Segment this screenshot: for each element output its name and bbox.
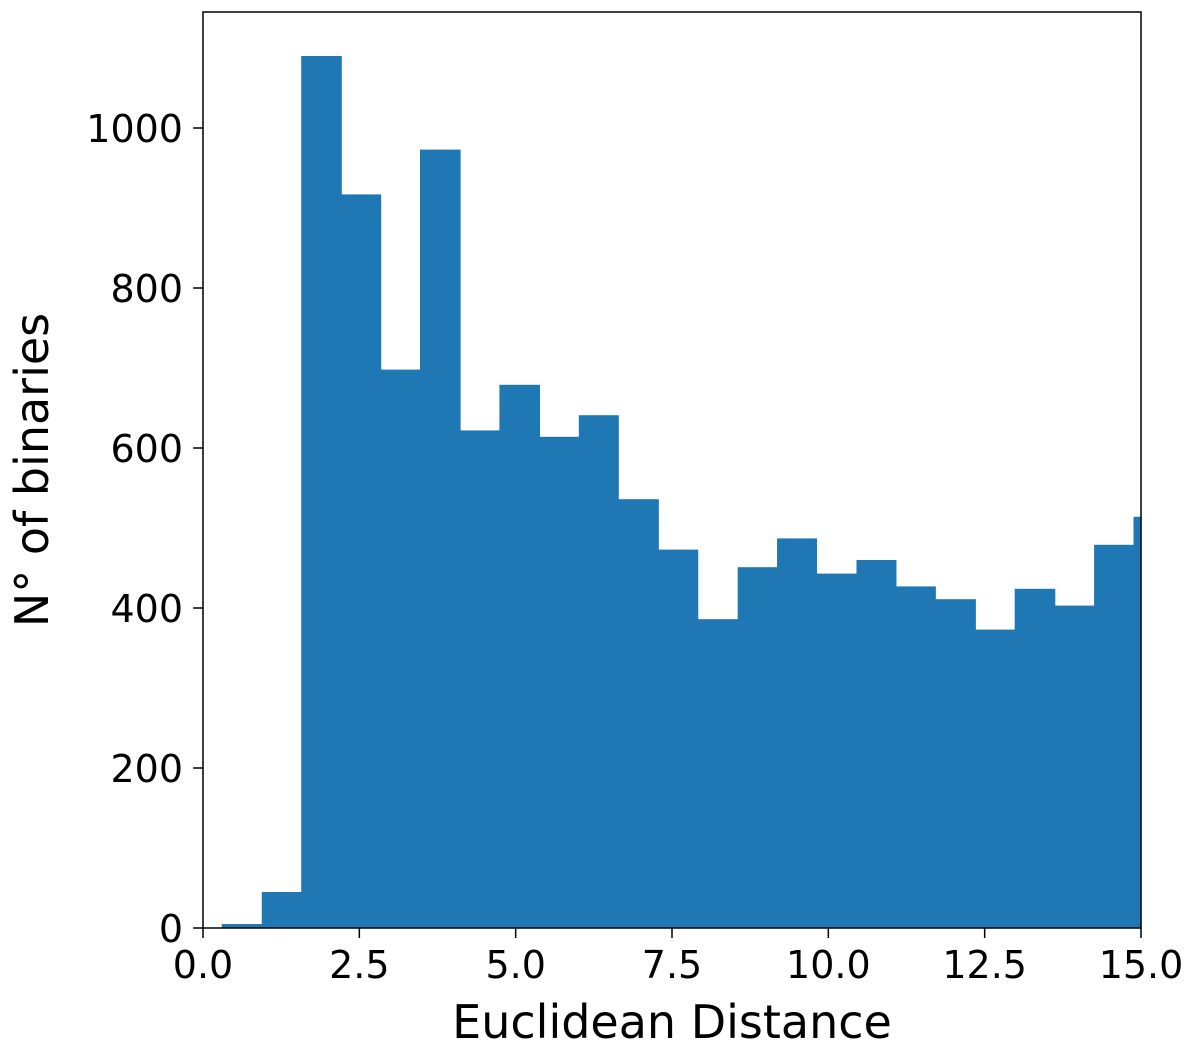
- histogram-bar: [856, 560, 897, 928]
- y-axis-title: N° of binaries: [5, 313, 59, 627]
- x-tick-label: 7.5: [642, 943, 702, 987]
- histogram-bar: [578, 415, 619, 928]
- x-tick-label: 2.5: [329, 943, 389, 987]
- histogram-bar: [658, 549, 699, 928]
- histogram-bar: [341, 194, 382, 928]
- histogram-bar: [618, 499, 659, 928]
- y-tick-label: 200: [110, 747, 183, 791]
- x-tick-label: 10.0: [786, 943, 871, 987]
- histogram-bar: [539, 436, 580, 928]
- x-tick-label: 15.0: [1099, 943, 1184, 987]
- x-tick-label: 5.0: [485, 943, 545, 987]
- histogram-bar: [301, 56, 342, 928]
- histogram-bar: [975, 629, 1016, 928]
- x-tick-label: 0.0: [173, 943, 233, 987]
- histogram-bar: [221, 924, 263, 928]
- y-tick-label: 400: [110, 587, 183, 631]
- histogram-bar: [1054, 605, 1095, 928]
- y-tick-label: 800: [110, 267, 183, 311]
- y-tick-label: 600: [110, 427, 183, 471]
- y-ticks: 0 200 400 600 800 1000: [86, 107, 203, 951]
- histogram-bar: [737, 567, 778, 928]
- histogram-bar: [460, 430, 501, 928]
- bars-layer: [221, 56, 1142, 929]
- histogram-bar: [419, 149, 461, 929]
- histogram-bar: [895, 586, 936, 928]
- x-ticks: 0.0 2.5 5.0 7.5 10.0 12.5 15.0: [173, 928, 1184, 987]
- histogram-bar: [380, 369, 421, 929]
- histogram-bar: [1133, 516, 1142, 928]
- histogram-bar: [697, 619, 739, 928]
- histogram-bar: [1014, 588, 1056, 928]
- x-tick-label: 12.5: [942, 943, 1027, 987]
- histogram-bar: [1094, 544, 1135, 928]
- histogram-bar: [816, 573, 858, 928]
- y-tick-label: 0: [159, 907, 183, 951]
- histogram-bar: [777, 538, 818, 928]
- y-tick-label: 1000: [86, 107, 183, 151]
- histogram-bar: [261, 892, 302, 928]
- histogram-bar: [499, 384, 541, 928]
- x-axis-title: Euclidean Distance: [452, 995, 892, 1049]
- histogram-bar: [935, 599, 976, 928]
